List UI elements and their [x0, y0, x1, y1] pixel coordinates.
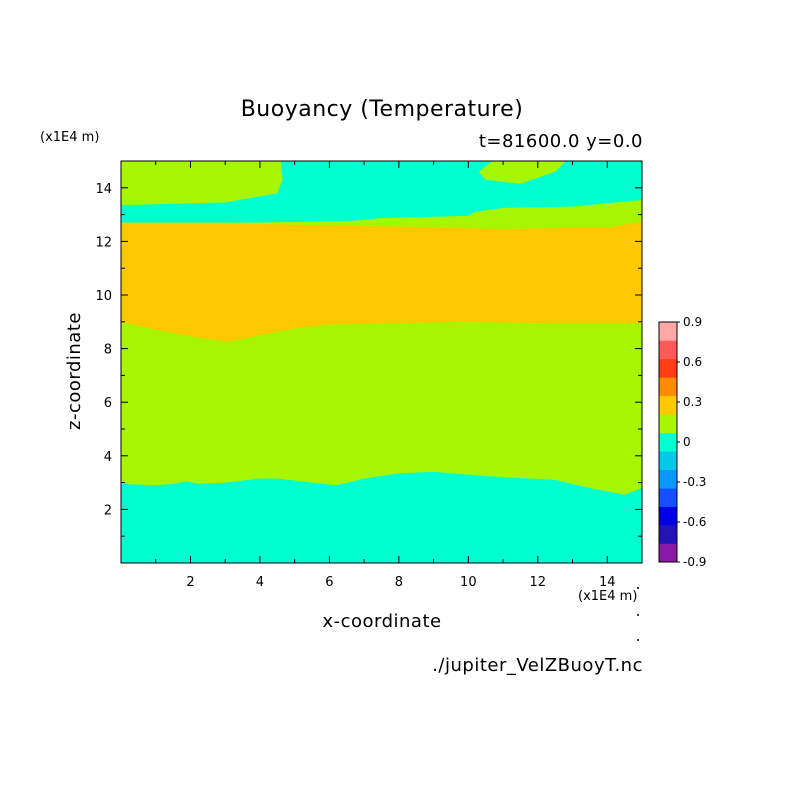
colorbar-swatch: [659, 488, 677, 507]
y-tick-label: 12: [95, 235, 112, 250]
x-tick-label: 4: [256, 575, 264, 590]
x-axis-label: x-coordinate: [322, 611, 442, 632]
axis-ticks: 2 4 6 8 10 12 14 2 4 6 8 10 12 14: [95, 161, 642, 590]
contour-region: [121, 221, 642, 342]
y-tick-label: 14: [95, 182, 112, 197]
x-tick-label: 8: [395, 575, 403, 590]
colorbar-swatch: [659, 525, 677, 544]
colorbar-label: -0.6: [683, 515, 706, 529]
source-file-label: ./jupiter_VelZBuoyT.nc: [432, 655, 643, 676]
colorbar-swatch: [659, 506, 677, 526]
x-tick-label: 14: [599, 575, 616, 590]
y-tick-label: 10: [95, 289, 112, 304]
y-tick-label: 4: [104, 450, 112, 465]
x-tick-label: 10: [460, 575, 477, 590]
marker-dot: [637, 614, 639, 616]
colorbar-swatch: [659, 414, 677, 434]
colorbar-swatch: [659, 340, 677, 360]
colorbar-swatch: [659, 377, 677, 397]
chart-subtitle: t=81600.0 y=0.0: [478, 131, 643, 152]
x-tick-label: 12: [530, 575, 547, 590]
colorbar-swatch: [659, 432, 677, 452]
colorbar-label: -0.9: [683, 555, 706, 569]
colorbar-swatch: [659, 543, 677, 563]
colorbar-label: 0.3: [683, 395, 702, 409]
x-tick-label: 2: [186, 575, 194, 590]
contour-region: [121, 161, 642, 223]
colorbar-swatch: [659, 322, 677, 341]
y-tick-label: 2: [104, 503, 112, 518]
colorbar: 0.9 0.6 0.3 0 -0.3 -0.6 -0.9: [658, 315, 706, 569]
plot-frame: [120, 160, 643, 564]
marker-dot: [637, 587, 639, 589]
y-tick-label: 6: [104, 396, 112, 411]
colorbar-label: 0.9: [683, 315, 702, 329]
contour-regions: [121, 161, 642, 563]
contour-region: [121, 471, 642, 563]
colorbar-label: 0: [683, 435, 691, 449]
colorbar-swatch: [659, 469, 677, 489]
chart-title: Buoyancy (Temperature): [240, 97, 524, 122]
colorbar-label: -0.3: [683, 475, 706, 489]
colorbar-swatch: [659, 358, 677, 378]
colorbar-swatch: [659, 395, 677, 415]
colorbar-swatch: [659, 451, 677, 470]
y-tick-label: 8: [104, 343, 112, 358]
x-axis-unit: (x1E4 m): [578, 589, 638, 604]
marker-dots: [637, 587, 639, 641]
y-axis-unit: (x1E4 m): [40, 130, 100, 145]
marker-dot: [637, 639, 639, 641]
colorbar-label: 0.6: [683, 355, 702, 369]
x-tick-label: 6: [325, 575, 333, 590]
